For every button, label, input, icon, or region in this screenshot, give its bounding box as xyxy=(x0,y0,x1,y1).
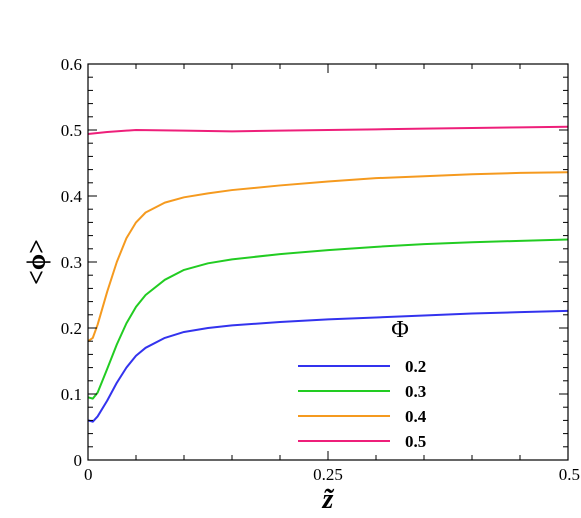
y-tick-label: 0.2 xyxy=(61,319,82,338)
legend-label-0.3: 0.3 xyxy=(405,382,426,401)
x-tick-label: 0 xyxy=(84,465,93,484)
y-tick-label: 0.1 xyxy=(61,385,82,404)
y-tick-label: 0.4 xyxy=(61,187,83,206)
plot-frame xyxy=(87,63,569,461)
y-tick-label: 0.5 xyxy=(61,121,82,140)
legend-title: Φ xyxy=(391,317,409,343)
legend-label-0.4: 0.4 xyxy=(405,407,427,426)
x-axis-label: z̃ xyxy=(322,484,335,515)
series-line-0.2 xyxy=(87,309,569,423)
legend-label-0.5: 0.5 xyxy=(405,432,426,451)
y-tick-label: 0.6 xyxy=(61,55,82,74)
y-tick-label: 0 xyxy=(74,451,83,470)
axis-ticks xyxy=(87,63,569,461)
series-line-0.5 xyxy=(87,125,569,135)
x-tick-label: 0.25 xyxy=(313,465,343,484)
y-tick-labels: 0 0.1 0.2 0.3 0.4 0.5 0.6 xyxy=(61,55,83,470)
y-tick-label: 0.3 xyxy=(61,253,82,272)
series-line-0.4 xyxy=(87,171,569,343)
x-tick-labels: 0 0.25 0.5 xyxy=(84,465,580,484)
y-axis-label: <ϕ> xyxy=(22,239,51,285)
legend: Φ 0.2 0.3 0.4 0.5 xyxy=(298,317,427,451)
legend-label-0.2: 0.2 xyxy=(405,357,426,376)
series-line-0.3 xyxy=(87,238,569,400)
series-lines xyxy=(87,125,569,423)
x-tick-label: 0.5 xyxy=(559,465,580,484)
